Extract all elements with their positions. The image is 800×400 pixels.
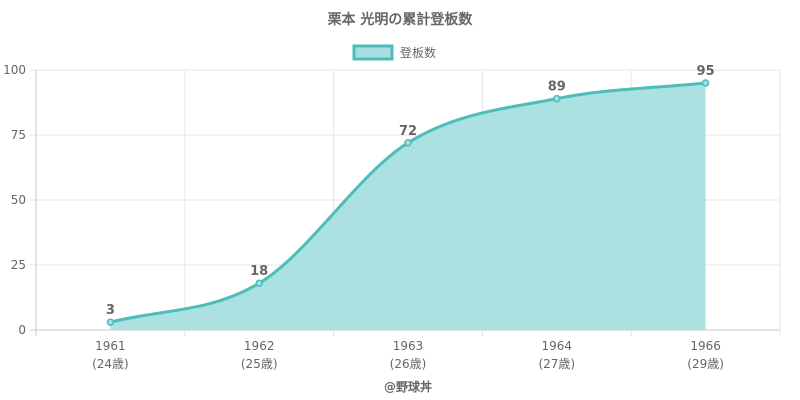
data-label: 18 bbox=[250, 264, 268, 279]
x-tick-age: (25歳) bbox=[241, 357, 278, 371]
legend-swatch bbox=[352, 44, 394, 61]
legend-label: 登板数 bbox=[400, 45, 436, 60]
legend[interactable]: 登板数 bbox=[352, 44, 436, 61]
series-area-fill bbox=[110, 83, 706, 330]
data-label: 3 bbox=[106, 303, 115, 318]
data-point[interactable] bbox=[701, 79, 710, 87]
x-axis: 1961 (24歳) 1962 (25歳) 1963 (26歳) 1964 (27歳) 1966… bbox=[92, 339, 724, 371]
data-point[interactable] bbox=[255, 279, 263, 287]
x-tick-year: 1961 bbox=[95, 339, 126, 353]
x-tick-year: 1966 bbox=[690, 339, 721, 353]
y-axis: 0 25 50 75 100 bbox=[3, 63, 26, 337]
x-tick-age: (27歳) bbox=[538, 357, 575, 371]
data-label: 72 bbox=[399, 124, 417, 139]
data-point[interactable] bbox=[106, 318, 115, 326]
chart-title: 栗本 光明の累計登板数 bbox=[328, 11, 474, 28]
x-tick-age: (24歳) bbox=[92, 357, 129, 371]
x-tick-year: 1964 bbox=[542, 339, 573, 353]
x-tick-age: (26歳) bbox=[390, 357, 427, 371]
x-tick-year: 1962 bbox=[244, 339, 275, 353]
data-points bbox=[106, 79, 710, 326]
credit-text: @野球丼 bbox=[384, 379, 432, 394]
y-tick-label: 0 bbox=[18, 323, 26, 337]
y-tick-label: 100 bbox=[3, 63, 26, 77]
data-point[interactable] bbox=[404, 139, 412, 147]
data-labels: 3 18 72 89 95 bbox=[106, 64, 715, 318]
data-label: 95 bbox=[697, 64, 715, 79]
y-tick-label: 75 bbox=[11, 128, 26, 142]
y-tick-label: 25 bbox=[11, 258, 26, 272]
x-tick-year: 1963 bbox=[393, 339, 424, 353]
y-tick-label: 50 bbox=[11, 193, 26, 207]
data-label: 89 bbox=[548, 80, 566, 95]
data-point[interactable] bbox=[553, 94, 561, 103]
x-tick-age: (29歳) bbox=[687, 357, 724, 371]
